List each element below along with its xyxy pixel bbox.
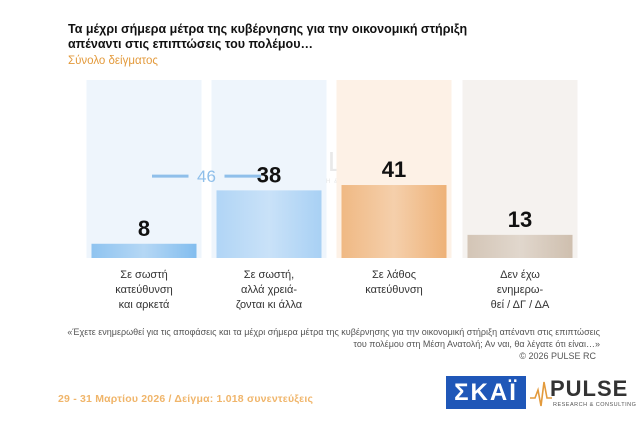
pulse-wave-icon xyxy=(530,381,552,407)
category-label-line: Σε σωστή, xyxy=(243,269,295,281)
category-label: Σε σωστή κατεύθυνση και αρκετά xyxy=(84,268,204,313)
category-label-line: Σε σωστή xyxy=(120,269,168,281)
chart-title: Τα μέχρι σήμερα μέτρα της κυβέρνησης για… xyxy=(68,22,468,51)
category-label-line: θεί / ΔΓ / ΔΑ xyxy=(490,299,550,311)
bar xyxy=(467,234,573,258)
category-label-line: Δεν έχω xyxy=(500,269,540,281)
bar xyxy=(216,190,322,258)
category-label-line: αλλά χρειά- xyxy=(240,284,297,296)
bar-background xyxy=(86,80,202,258)
category-label: Σε σωστή, αλλά χρειά-ζονται κι άλλα xyxy=(209,268,329,313)
bar-background xyxy=(462,80,578,258)
category-label: Σε λάθος κατεύθυνση xyxy=(334,268,454,298)
survey-footer: 29 - 31 Μαρτίου 2026 / Δείγμα: 1.018 συν… xyxy=(58,393,314,405)
question-note: «Έχετε ενημερωθεί για τις αποφάσεις και … xyxy=(67,327,600,349)
skai-logo: ΣΚΑΪ xyxy=(446,376,526,409)
bar-value-label: 13 xyxy=(508,207,532,232)
bar xyxy=(341,185,447,258)
bar-value-label: 8 xyxy=(138,216,150,241)
bracket-label: 46 xyxy=(197,167,216,186)
category-label-line: ζονται κι άλλα xyxy=(235,299,303,311)
category-label-line: κατεύθυνση xyxy=(115,284,173,296)
category-label: Δεν έχω ενημερω-θεί / ΔΓ / ΔΑ xyxy=(460,268,580,313)
pulse-logo-sub: RESEARCH & CONSULTING xyxy=(553,402,637,408)
category-label-line: ενημερω- xyxy=(496,284,544,296)
pulse-logo-text: PULSE xyxy=(550,376,629,401)
category-label-line: Σε λάθος xyxy=(372,269,416,281)
copyright: © 2026 PULSE RC xyxy=(519,351,596,361)
chart-subtitle: Σύνολο δείγματος xyxy=(68,55,158,67)
category-label-line: κατεύθυνση xyxy=(365,284,423,296)
category-label-line: και αρκετά xyxy=(118,299,170,311)
bar xyxy=(91,243,197,258)
bar-value-label: 41 xyxy=(382,157,406,182)
